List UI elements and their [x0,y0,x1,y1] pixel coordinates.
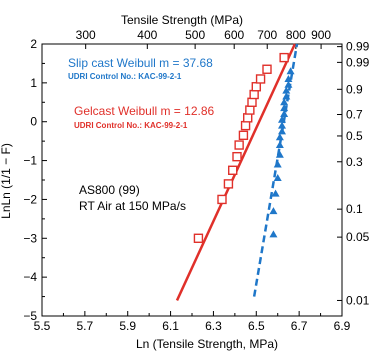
y-axis-title: LnLn (1/1 − F) [0,143,13,219]
slipcast-annotation-sub: UDRI Control No.: KAC-99-2-1 [68,72,182,81]
gelcast-point [249,89,259,100]
slipcast-point [284,80,293,88]
slipcast-point [278,115,286,123]
top-tick-label: 300 [76,28,96,42]
slipcast-point [275,141,284,149]
gelcast-point [228,165,238,175]
gelcast-point [217,194,227,205]
plot-frame [41,43,343,317]
right-tick-label: 0.01 [346,293,369,307]
slipcast-point [273,174,282,182]
top-tick-label: 800 [286,28,306,42]
gelcast-point [243,113,253,123]
y-tick-label: −1 [23,154,37,168]
slipcast-point [271,189,280,197]
y-tick-label: 0 [30,115,37,129]
y-tick-label: −2 [23,192,37,206]
right-tick-label: 0.5 [346,129,363,143]
top-tick-label: 900 [311,28,331,42]
gelcast-point [255,74,266,84]
top-tick-label: 600 [224,28,244,42]
gelcast-point [238,130,249,141]
slipcast-point [278,127,286,135]
material-annotation: AS800 (99) [79,183,140,197]
y-tick-label: −4 [23,270,37,284]
x-tick-label: 6.1 [162,319,179,333]
slipcast-annotation-title: Slip cast Weibull m = 37.68 [68,56,213,70]
slipcast-point [286,67,295,75]
gelcast-point [279,52,289,63]
gelcast-point [245,105,255,115]
x-tick-label: 5.7 [77,319,94,333]
right-tick-label: 0.1 [346,202,363,216]
y-tick-label: 2 [30,37,37,51]
top-tick-label: 500 [185,28,205,42]
y-tick-label: 1 [30,76,37,90]
gelcast-point [234,140,244,150]
slipcast-point [275,150,284,158]
data-points-group [193,52,295,243]
gelcast-point [251,82,261,92]
right-tick-label: 0.3 [346,155,363,169]
slipcast-point [269,230,278,238]
gelcast-point [232,151,242,162]
top-tick-label: 400 [137,28,157,42]
gelcast-point [240,120,251,131]
x-tick-label: 5.9 [119,319,136,333]
x-tick-label: 6.7 [291,319,308,333]
slipcast-point [284,74,293,82]
gelcast-point [262,64,272,74]
slipcast-point [282,92,291,100]
slipcast-point [278,121,286,129]
top-axis-title: Tensile Strength (MPa) [121,13,243,27]
slipcast-point [280,109,289,117]
y-tick-label: −3 [23,231,37,245]
x-axis-title: Ln (Tensile Strength, MPa) [136,337,278,351]
x-tick-label: 6.9 [334,319,351,333]
slipcast-point [269,207,278,215]
right-tick-label: 0.9 [346,82,363,96]
slipcast-point [280,98,289,106]
x-tick-label: 5.5 [34,319,51,333]
gelcast-annotation-sub: UDRI Control No.: KAC-99-2-1 [74,121,188,130]
top-tick-label: 700 [257,28,277,42]
gelcast-point [223,179,234,189]
right-tick-label: 0.99 [346,55,369,69]
gelcast-point [247,97,257,107]
y-tick-label: −5 [23,309,37,323]
x-tick-label: 6.5 [248,319,265,333]
right-tick-label: 0.05 [346,230,369,244]
x-tick-label: 6.3 [205,319,222,333]
gelcast-annotation-title: Gelcast Weibull m = 12.86 [74,104,215,118]
right-tick-label: 0.7 [346,108,363,122]
condition-annotation: RT Air at 150 MPa/s [79,199,186,213]
slipcast-point [282,86,291,94]
gelcast-point [193,233,204,243]
slipcast-point [280,104,289,112]
right-tick-label: 0.999 [346,40,369,54]
axes-group: 5.5 5.7 5.9 6.1 6.3 6.5 6.7 6.9 −5 −4 −3 −2 −1 0 1 2 300… [23,28,369,333]
slipcast-point [275,133,284,141]
slipcast-point [273,160,282,168]
